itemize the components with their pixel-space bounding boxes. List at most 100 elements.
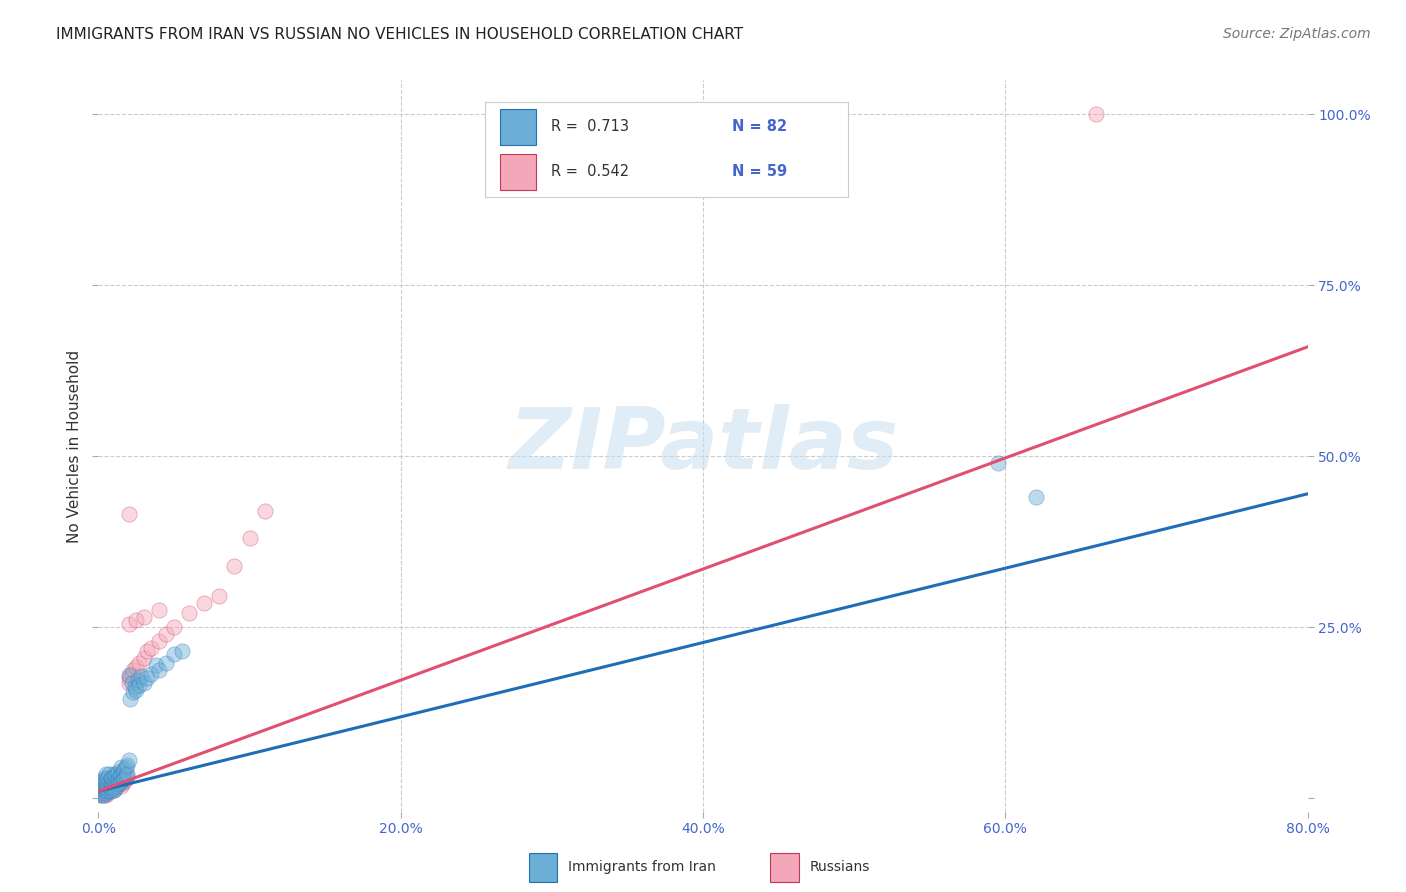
Text: R =  0.542: R = 0.542 — [551, 164, 628, 179]
Text: R =  0.713: R = 0.713 — [551, 120, 628, 135]
Point — [112, 774, 135, 789]
Point — [114, 772, 136, 786]
Text: N = 82: N = 82 — [733, 120, 787, 135]
Point — [105, 774, 128, 789]
Point — [91, 786, 114, 800]
Point — [100, 776, 122, 790]
Point — [90, 774, 112, 789]
Point — [96, 774, 118, 789]
Point — [122, 685, 145, 699]
Point — [145, 657, 167, 672]
Point — [103, 782, 125, 797]
Point — [103, 774, 125, 789]
Point — [104, 769, 127, 783]
Point — [132, 651, 155, 665]
Point — [125, 660, 148, 674]
Point — [118, 676, 141, 690]
Point — [96, 777, 118, 791]
Point — [122, 663, 145, 677]
Point — [193, 596, 215, 610]
Point — [103, 767, 125, 781]
Point — [90, 777, 112, 791]
Point — [90, 786, 112, 800]
Point — [91, 782, 114, 797]
Text: IMMIGRANTS FROM IRAN VS RUSSIAN NO VEHICLES IN HOUSEHOLD CORRELATION CHART: IMMIGRANTS FROM IRAN VS RUSSIAN NO VEHIC… — [56, 27, 744, 42]
Point — [132, 610, 155, 624]
Point — [94, 786, 117, 800]
Point — [118, 508, 141, 522]
Point — [132, 676, 155, 690]
Point — [110, 779, 132, 793]
Point — [89, 788, 111, 802]
Point — [100, 782, 122, 797]
Point — [103, 779, 125, 793]
Point — [101, 774, 124, 789]
Point — [112, 762, 135, 776]
Point — [93, 786, 115, 800]
Point — [121, 666, 143, 681]
Point — [89, 779, 111, 793]
Point — [125, 683, 148, 698]
Point — [124, 681, 146, 695]
Point — [118, 668, 141, 682]
Point — [115, 758, 138, 772]
Point — [93, 784, 115, 798]
Point — [253, 504, 276, 518]
Point — [105, 767, 128, 781]
Point — [127, 673, 149, 688]
Point — [91, 777, 114, 791]
FancyBboxPatch shape — [501, 153, 536, 190]
Point — [94, 774, 117, 789]
Point — [101, 777, 124, 791]
Y-axis label: No Vehicles in Household: No Vehicles in Household — [67, 350, 83, 542]
Point — [91, 782, 114, 797]
Point — [100, 771, 122, 785]
Point — [120, 669, 142, 683]
Point — [103, 782, 125, 797]
Point — [155, 627, 177, 641]
FancyBboxPatch shape — [770, 854, 799, 881]
Point — [141, 666, 163, 681]
Point — [101, 771, 124, 785]
Point — [135, 644, 157, 658]
Point — [141, 640, 163, 655]
Point — [89, 782, 111, 797]
Point — [94, 782, 117, 797]
Point — [118, 616, 141, 631]
Point — [224, 558, 246, 573]
Point — [94, 782, 117, 797]
Point — [111, 776, 134, 790]
Point — [101, 780, 124, 795]
Point — [208, 590, 231, 604]
Point — [89, 786, 111, 800]
Point — [93, 777, 115, 791]
Point — [94, 767, 117, 781]
Point — [110, 772, 132, 786]
Point — [96, 786, 118, 800]
Point — [135, 672, 157, 686]
Point — [105, 777, 128, 791]
Point — [128, 678, 150, 692]
Point — [90, 788, 112, 802]
Point — [1024, 490, 1046, 504]
Point — [110, 767, 132, 781]
Point — [94, 779, 117, 793]
Point — [111, 765, 134, 780]
Point — [107, 772, 129, 786]
Point — [89, 784, 111, 798]
Point — [91, 774, 114, 789]
Point — [93, 771, 115, 785]
Point — [129, 669, 152, 683]
Point — [98, 774, 121, 789]
Point — [110, 774, 132, 789]
Point — [105, 779, 128, 793]
Point — [118, 754, 141, 768]
Point — [128, 656, 150, 670]
Point — [104, 780, 127, 795]
Point — [114, 760, 136, 774]
Point — [155, 656, 177, 670]
Point — [987, 456, 1010, 470]
Point — [103, 776, 125, 790]
Point — [93, 780, 115, 795]
Point — [91, 779, 114, 793]
